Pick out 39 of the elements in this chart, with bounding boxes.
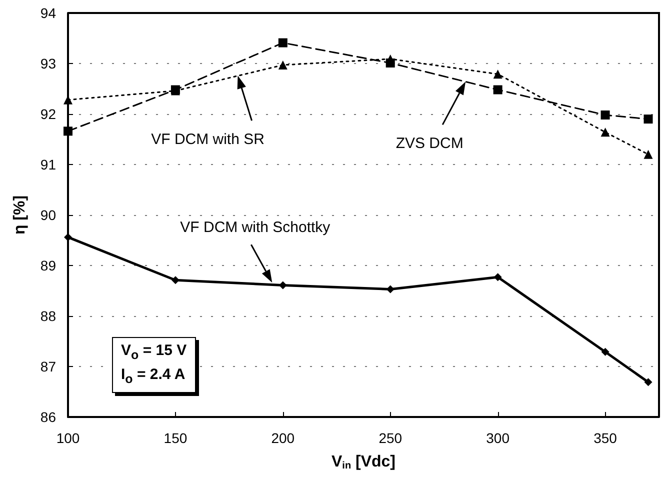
y-tick-label: 88 [40, 308, 56, 324]
point [494, 273, 502, 282]
x-tick-label: 350 [594, 430, 618, 446]
y-tick-label: 94 [40, 5, 56, 21]
point [601, 348, 610, 356]
point [644, 150, 653, 159]
x-tick-label: 150 [164, 430, 188, 446]
point [278, 38, 288, 48]
point [386, 54, 395, 64]
x-tick-label: 250 [378, 430, 402, 446]
y-tick-label: 92 [40, 106, 56, 122]
point [278, 60, 288, 70]
point [64, 233, 72, 242]
y-tick-label: 93 [40, 56, 56, 72]
annotation: ZVS DCM [396, 135, 464, 152]
x-tick-label: 300 [486, 430, 510, 446]
point [600, 110, 610, 120]
annotation: V$_{o}$ = 15 V [121, 341, 187, 364]
point [493, 85, 502, 94]
point [644, 114, 653, 124]
y-tick-label: 90 [40, 207, 56, 223]
point [600, 128, 610, 137]
y-tick-label: 86 [40, 409, 56, 425]
point [644, 378, 652, 386]
point [171, 276, 180, 284]
annotation: VF DCM with Schottky [180, 219, 331, 236]
parameter-box: V$_{o}$ = 15 V I$_{o}$ = 2.4 A [112, 337, 196, 393]
point [64, 126, 72, 136]
annotation: VF DCM with SR [151, 131, 265, 148]
y-axis-title: η [%] [12, 195, 28, 235]
x-tick-label: 200 [271, 430, 295, 446]
y-tick-label: 91 [40, 156, 56, 172]
x-tick-label: 100 [56, 430, 80, 446]
point [386, 285, 394, 294]
annotation: I$_{o}$ = 2.4 A [121, 365, 186, 388]
y-tick-label: 87 [40, 358, 56, 374]
point [493, 70, 502, 79]
point [278, 281, 287, 290]
y-tick-label: 89 [40, 258, 56, 274]
